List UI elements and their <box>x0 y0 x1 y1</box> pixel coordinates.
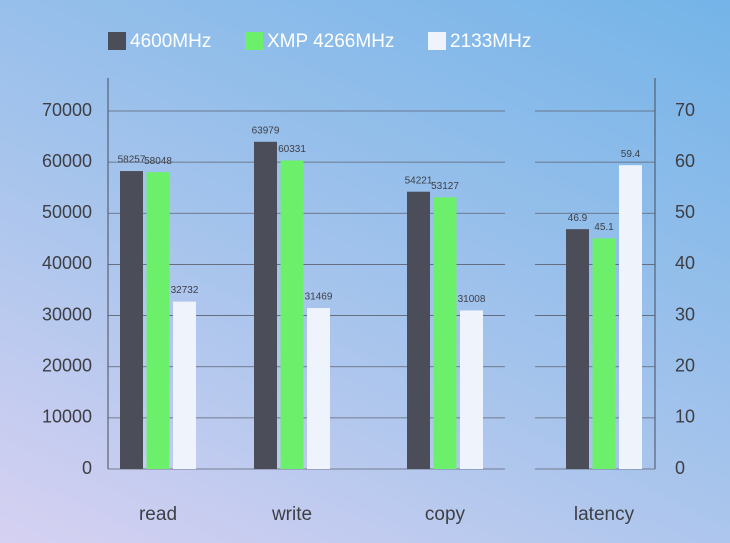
value-label: 31008 <box>458 294 486 305</box>
value-label: 63979 <box>252 125 280 136</box>
value-label: 32732 <box>171 285 199 296</box>
y-tick-label: 50 <box>675 202 695 222</box>
bar <box>146 172 170 469</box>
x-tick-label: write <box>271 504 312 525</box>
bar <box>407 191 430 470</box>
value-label: 60331 <box>278 144 306 155</box>
y-tick-label: 30000 <box>42 304 92 324</box>
y-tick-label: 20 <box>675 355 695 375</box>
value-label: 54221 <box>405 175 433 186</box>
value-label: 45.1 <box>594 222 614 233</box>
bar <box>280 160 304 470</box>
value-label: 53127 <box>431 181 459 192</box>
legend-swatch <box>245 32 263 50</box>
y-tick-label: 60000 <box>42 151 92 171</box>
bar <box>173 301 196 469</box>
y-tick-label: 0 <box>675 458 685 478</box>
y-tick-label: 10000 <box>42 407 92 427</box>
bar <box>307 308 330 469</box>
legend-swatch <box>108 32 126 50</box>
x-tick-label: read <box>139 504 177 525</box>
legend-label: XMP 4266MHz <box>267 31 394 52</box>
y-tick-label: 40000 <box>42 253 92 273</box>
bar <box>433 197 457 470</box>
bar <box>120 171 143 469</box>
y-tick-label: 0 <box>82 458 92 478</box>
value-label: 46.9 <box>568 213 588 224</box>
legend-label: 2133MHz <box>450 31 531 52</box>
legend-label: 4600MHz <box>130 31 211 52</box>
bar <box>460 310 483 469</box>
bar <box>566 229 589 469</box>
value-label: 58257 <box>118 155 146 166</box>
y-tick-label: 70 <box>675 100 695 120</box>
bar <box>254 141 277 469</box>
value-label: 31469 <box>305 292 333 303</box>
legend-swatch <box>428 32 446 50</box>
y-tick-label: 50000 <box>42 202 92 222</box>
x-tick-label: copy <box>425 504 466 525</box>
bar <box>619 165 642 469</box>
y-tick-label: 20000 <box>42 355 92 375</box>
value-label: 59.4 <box>621 149 641 160</box>
y-tick-label: 30 <box>675 304 695 324</box>
bar <box>592 238 616 469</box>
y-tick-label: 40 <box>675 253 695 273</box>
value-label: 58048 <box>144 156 172 167</box>
y-tick-label: 60 <box>675 151 695 171</box>
y-tick-label: 70000 <box>42 100 92 120</box>
x-tick-label: latency <box>574 504 635 525</box>
y-tick-label: 10 <box>675 407 695 427</box>
